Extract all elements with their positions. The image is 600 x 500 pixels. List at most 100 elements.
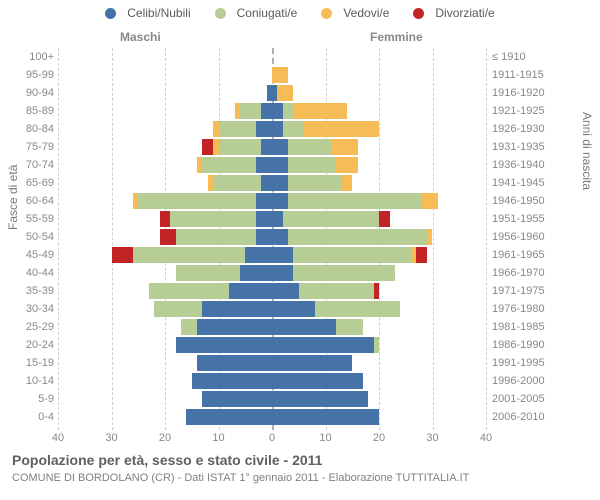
bar-segment bbox=[342, 175, 353, 191]
x-tick-label: 20 bbox=[373, 432, 385, 444]
bar-segment bbox=[272, 337, 374, 353]
bar-segment bbox=[272, 319, 336, 335]
male-bar bbox=[112, 247, 272, 263]
grid-line bbox=[486, 48, 487, 430]
bar-segment bbox=[272, 301, 315, 317]
bar-segment bbox=[272, 355, 352, 371]
birth-label: 1986-1990 bbox=[492, 336, 596, 354]
female-bar bbox=[272, 139, 358, 155]
bar-segment bbox=[240, 265, 272, 281]
bar-segment bbox=[272, 175, 288, 191]
bar-segment bbox=[213, 175, 261, 191]
pyramid-row bbox=[58, 120, 486, 138]
bar-segment bbox=[181, 319, 197, 335]
bar-segment bbox=[176, 229, 256, 245]
birth-label: 1946-1950 bbox=[492, 192, 596, 210]
female-bar bbox=[272, 301, 400, 317]
male-bar bbox=[133, 193, 272, 209]
pyramid-row bbox=[58, 228, 486, 246]
female-bar bbox=[272, 355, 352, 371]
bar-segment bbox=[427, 229, 432, 245]
male-bar bbox=[176, 265, 272, 281]
bar-segment bbox=[202, 391, 272, 407]
bar-segment bbox=[256, 229, 272, 245]
male-bar bbox=[186, 409, 272, 425]
bar-segment bbox=[112, 247, 133, 263]
x-tick-label: 40 bbox=[52, 432, 64, 444]
pyramid-row bbox=[58, 84, 486, 102]
bar-segment bbox=[283, 211, 379, 227]
pyramid-row bbox=[58, 354, 486, 372]
age-label: 35-39 bbox=[0, 282, 54, 300]
bar-segment bbox=[186, 409, 272, 425]
pyramid-row bbox=[58, 390, 486, 408]
bar-segment bbox=[374, 283, 379, 299]
bar-segment bbox=[277, 85, 293, 101]
bar-segment bbox=[293, 103, 347, 119]
male-bar bbox=[197, 355, 272, 371]
female-bar bbox=[272, 103, 347, 119]
bar-segment bbox=[272, 157, 288, 173]
birth-label: 2001-2005 bbox=[492, 390, 596, 408]
pyramid-row bbox=[58, 282, 486, 300]
birth-label: 1916-1920 bbox=[492, 84, 596, 102]
birth-label: 1931-1935 bbox=[492, 138, 596, 156]
legend-item: Coniugati/e bbox=[209, 6, 304, 20]
male-bar bbox=[149, 283, 272, 299]
bar-segment bbox=[261, 139, 272, 155]
age-label: 30-34 bbox=[0, 300, 54, 318]
age-label: 75-79 bbox=[0, 138, 54, 156]
female-bar bbox=[272, 121, 379, 137]
age-label: 15-19 bbox=[0, 354, 54, 372]
age-label: 60-64 bbox=[0, 192, 54, 210]
legend-dot-icon bbox=[215, 8, 226, 19]
bar-segment bbox=[272, 67, 288, 83]
age-label: 5-9 bbox=[0, 390, 54, 408]
female-bar bbox=[272, 337, 379, 353]
x-tick-label: 30 bbox=[105, 432, 117, 444]
x-tick-label: 30 bbox=[426, 432, 438, 444]
bar-segment bbox=[240, 103, 261, 119]
birth-label: 1921-1925 bbox=[492, 102, 596, 120]
birth-label: 1996-2000 bbox=[492, 372, 596, 390]
bar-segment bbox=[272, 193, 288, 209]
bar-segment bbox=[197, 355, 272, 371]
pyramid-row bbox=[58, 102, 486, 120]
pyramid-row bbox=[58, 174, 486, 192]
female-bar bbox=[272, 157, 358, 173]
bar-segment bbox=[261, 103, 272, 119]
x-tick-label: 0 bbox=[269, 432, 275, 444]
female-bar bbox=[272, 193, 438, 209]
legend-item: Divorziati/e bbox=[407, 6, 500, 20]
pyramid-row bbox=[58, 48, 486, 66]
pyramid-row bbox=[58, 246, 486, 264]
legend: Celibi/Nubili Coniugati/e Vedovi/e Divorzia… bbox=[0, 6, 600, 22]
male-bar bbox=[160, 211, 272, 227]
birth-label: 1951-1955 bbox=[492, 210, 596, 228]
bar-segment bbox=[245, 247, 272, 263]
male-bar bbox=[213, 121, 272, 137]
bar-segment bbox=[293, 265, 395, 281]
female-bar bbox=[272, 247, 427, 263]
male-bar bbox=[160, 229, 272, 245]
bar-segment bbox=[261, 175, 272, 191]
chart-subtitle: COMUNE DI BORDOLANO (CR) - Dati ISTAT 1°… bbox=[12, 472, 469, 484]
birth-label: 1941-1945 bbox=[492, 174, 596, 192]
bar-segment bbox=[133, 247, 245, 263]
legend-label: Divorziati/e bbox=[435, 6, 494, 20]
male-bar bbox=[202, 139, 272, 155]
bar-segment bbox=[229, 283, 272, 299]
legend-label: Celibi/Nubili bbox=[127, 6, 190, 20]
bar-segment bbox=[288, 139, 331, 155]
female-bar bbox=[272, 67, 288, 83]
bar-segment bbox=[272, 265, 293, 281]
x-tick-label: 40 bbox=[480, 432, 492, 444]
female-bar bbox=[272, 265, 395, 281]
legend-item: Vedovi/e bbox=[315, 6, 395, 20]
x-tick-label: 10 bbox=[212, 432, 224, 444]
bar-segment bbox=[288, 193, 422, 209]
birth-label: 1971-1975 bbox=[492, 282, 596, 300]
age-label: 90-94 bbox=[0, 84, 54, 102]
male-bar bbox=[197, 157, 272, 173]
bar-segment bbox=[170, 211, 256, 227]
